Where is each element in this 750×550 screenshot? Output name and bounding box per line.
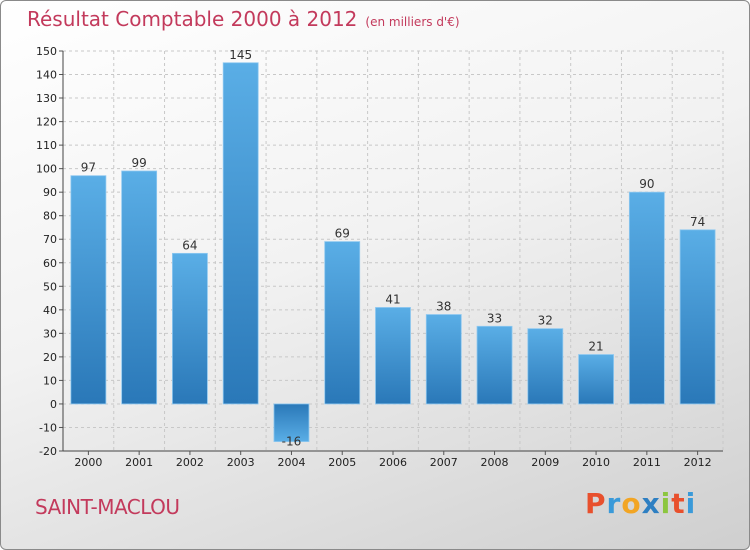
bar — [70, 175, 107, 405]
title-text: Résultat Comptable 2000 à 2012 — [27, 7, 358, 31]
y-tick-label: -10 — [39, 421, 57, 434]
x-tick-label: 2003 — [227, 456, 255, 469]
x-tick-label: 2009 — [531, 456, 559, 469]
y-tick-label: 70 — [43, 233, 57, 246]
y-tick-label: 30 — [43, 327, 57, 340]
x-tick-label: 2010 — [582, 456, 610, 469]
x-tick-label: 2011 — [633, 456, 661, 469]
x-tick-label: 2005 — [328, 456, 356, 469]
y-tick-label: 10 — [43, 374, 57, 387]
logo-letter: P — [585, 487, 607, 520]
logo-letter: i — [660, 487, 672, 520]
data-label: 145 — [229, 48, 252, 62]
commune-name: SAINT-MACLOU — [35, 495, 180, 519]
data-label: 41 — [385, 292, 400, 306]
data-label: 64 — [182, 238, 197, 252]
y-tick-label: 90 — [43, 186, 57, 199]
bar — [476, 325, 513, 405]
y-tick-label: 100 — [36, 163, 57, 176]
bar — [578, 354, 614, 405]
data-labels: 97 99 64 145 -16 69 41 38 33 32 21 90 74 — [81, 48, 706, 449]
data-label: 38 — [436, 300, 451, 314]
y-tick-label: 130 — [36, 92, 57, 105]
x-tick-label: 2006 — [379, 456, 407, 469]
y-tick-label: 40 — [43, 304, 57, 317]
data-label: 74 — [690, 215, 705, 229]
y-tick-label: 20 — [43, 351, 57, 364]
data-label: 97 — [81, 161, 96, 175]
x-tick-label: 2012 — [684, 456, 712, 469]
bar — [425, 314, 462, 405]
logo-letter: r — [606, 487, 622, 520]
bar — [121, 170, 158, 405]
logo-letter: t — [671, 487, 686, 520]
logo-letter: x — [641, 487, 661, 520]
logo-letter: i — [685, 487, 697, 520]
proxiti-logo[interactable]: Proxiti — [585, 487, 696, 520]
data-label: 33 — [487, 311, 502, 325]
y-tick-label: 0 — [50, 398, 57, 411]
y-tick-label: 150 — [36, 45, 57, 58]
bars — [70, 62, 716, 442]
x-tick-label: 2002 — [176, 456, 204, 469]
x-tick-label: 2008 — [481, 456, 509, 469]
bar — [273, 403, 310, 442]
bar — [222, 62, 259, 405]
logo-letter: o — [621, 487, 642, 520]
bar — [375, 307, 411, 405]
y-tick-label: 110 — [36, 139, 57, 152]
x-tick-label: 2001 — [125, 456, 153, 469]
y-tick-label: 60 — [43, 257, 57, 270]
bar — [527, 328, 564, 405]
bar — [172, 252, 208, 405]
data-label: 32 — [538, 314, 553, 328]
y-tick-label: 50 — [43, 280, 57, 293]
x-tick-label: 2004 — [277, 456, 305, 469]
x-tick-label: 2000 — [74, 456, 102, 469]
axes: -20 -10 0 10 20 30 40 50 60 70 80 90 100 110 120 130 140… — [36, 45, 723, 469]
y-tick-label: -20 — [39, 445, 57, 458]
bar — [679, 229, 716, 405]
data-label: 99 — [132, 156, 147, 170]
data-label: 69 — [335, 227, 350, 241]
subtitle-text: (en milliers d'€) — [365, 15, 460, 29]
data-label: 21 — [588, 340, 603, 354]
y-tick-label: 120 — [36, 116, 57, 129]
x-tick-label: 2007 — [430, 456, 458, 469]
chart-title: Résultat Comptable 2000 à 2012 (en millie… — [27, 7, 460, 31]
y-tick-label: 80 — [43, 210, 57, 223]
data-label: 90 — [639, 177, 654, 191]
bar — [324, 241, 361, 405]
y-tick-label: 140 — [36, 69, 57, 82]
data-label: -16 — [282, 435, 302, 449]
bar — [628, 191, 665, 405]
